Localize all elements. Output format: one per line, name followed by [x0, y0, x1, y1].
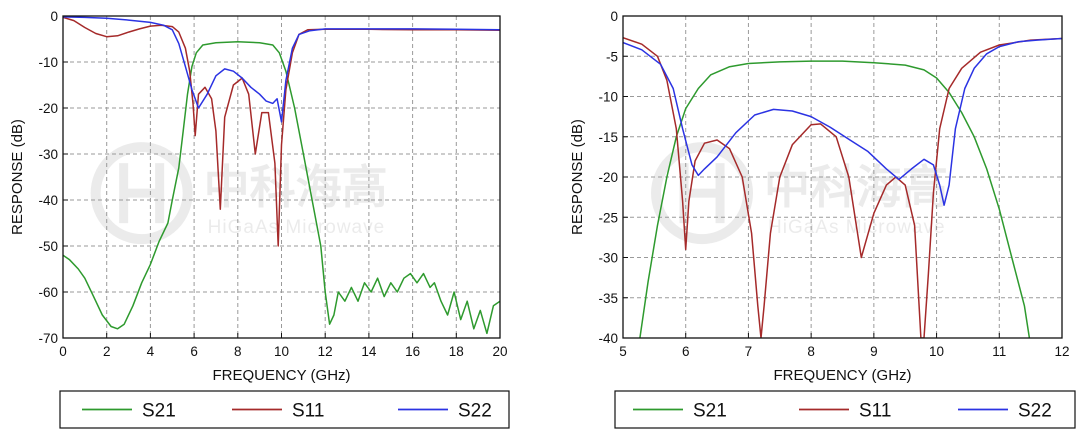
x-tick-label: 12	[1054, 344, 1069, 359]
y-tick-label: -20	[38, 101, 58, 116]
legend-label-s11: S11	[859, 401, 891, 422]
watermark-title: 中科海高	[764, 160, 948, 214]
series-line-s11	[63, 16, 500, 247]
y-tick-label: -50	[38, 239, 58, 254]
x-axis-title: FREQUENCY (GHz)	[212, 367, 350, 384]
y-tick-label: -60	[38, 285, 58, 300]
x-tick-label: 16	[405, 344, 420, 359]
watermark-logo-glyph	[119, 163, 165, 224]
y-axis-title: RESPONSE (dB)	[569, 119, 586, 235]
y-tick-label: 0	[610, 9, 618, 24]
x-tick-label: 0	[59, 344, 67, 359]
series-line-s22	[623, 37, 1062, 206]
legend-label-s21: S21	[693, 401, 727, 422]
watermark: 中科海高 HiGaAs Microwave	[90, 142, 388, 245]
legend: S21 S11 S22	[614, 390, 1076, 429]
y-tick-label: -30	[38, 147, 58, 162]
y-tick-label: -35	[598, 291, 618, 306]
legend-label-s22: S22	[1018, 401, 1052, 422]
watermark-subtitle: HiGaAs Microwave	[208, 217, 386, 238]
watermark-title: 中科海高	[204, 160, 388, 214]
x-tick-label: 18	[449, 344, 464, 359]
series-line-s21	[63, 41, 500, 335]
legend-label-s22: S22	[458, 401, 492, 422]
legend: S21 S11 S22	[59, 390, 510, 429]
x-axis-title: FREQUENCY (GHz)	[773, 367, 911, 384]
y-tick-label: -40	[598, 331, 618, 346]
x-tick-label: 12	[318, 344, 333, 359]
x-tick-label: 9	[870, 344, 878, 359]
y-tick-label: -70	[38, 331, 58, 346]
legend-label-s21: S21	[142, 401, 176, 422]
y-axis-title: RESPONSE (dB)	[9, 119, 26, 235]
x-tick-label: 10	[274, 344, 289, 359]
x-tick-label: 7	[745, 344, 753, 359]
y-tick-label: -10	[38, 55, 58, 70]
x-tick-label: 11	[992, 344, 1006, 359]
y-tick-label: -30	[598, 251, 618, 266]
x-tick-label: 6	[190, 344, 198, 359]
y-tick-label: -15	[598, 130, 618, 145]
x-tick-label: 8	[807, 344, 815, 359]
y-tick-label: -5	[606, 49, 618, 64]
y-tick-label: -20	[598, 170, 618, 185]
y-tick-label: 0	[50, 9, 58, 24]
series-line-s22	[63, 16, 500, 123]
x-tick-label: 10	[929, 344, 944, 359]
y-tick-label: -10	[598, 90, 618, 105]
y-tick-label: -40	[38, 193, 58, 208]
legend-label-s11: S11	[292, 401, 324, 422]
x-tick-label: 8	[234, 344, 242, 359]
y-tick-label: -25	[598, 210, 618, 225]
x-tick-label: 2	[103, 344, 111, 359]
x-tick-label: 4	[147, 344, 155, 359]
watermark-logo-icon	[90, 142, 193, 245]
x-tick-label: 14	[361, 344, 377, 359]
x-tick-label: 5	[619, 344, 627, 359]
x-tick-label: 20	[492, 344, 507, 359]
chart-1: 中科海高 HiGaAs Microwave 0 2 4 6 8 10 12 14 16 18 20 0 -1…	[9, 9, 510, 429]
x-tick-label: 6	[682, 344, 690, 359]
